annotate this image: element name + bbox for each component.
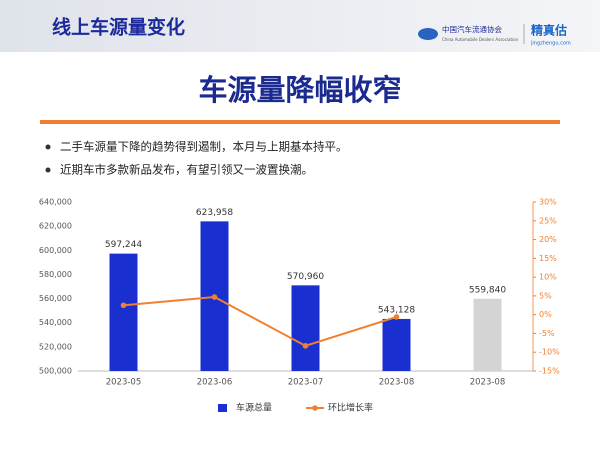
- cada-logo: 中国汽车流通协会: [442, 24, 502, 34]
- y2-tick-label: 10%: [539, 273, 557, 282]
- y-tick-label: 500,000: [39, 367, 72, 376]
- data-label: 559,840: [469, 285, 506, 295]
- legend-swatch: [218, 404, 227, 412]
- x-tick-label: 2023-08: [379, 378, 415, 388]
- y2-tick-label: 20%: [539, 235, 557, 244]
- chart: 500,000 520,000 540,000 560,000 580,000 600,0…: [39, 198, 560, 414]
- x-tick-label: 2023-08: [470, 378, 506, 388]
- bar: [382, 318, 411, 371]
- bar: [291, 285, 320, 371]
- data-label: 623,958: [196, 208, 233, 218]
- data-label: 597,244: [105, 240, 142, 250]
- bullet: 二手车源量下降的趋势得到遏制，本月与上期基本持平。: [60, 140, 348, 154]
- jzg-logo: 精真估: [531, 23, 567, 38]
- bar: [109, 253, 138, 371]
- y-tick-label: 520,000: [39, 342, 72, 351]
- headline-rule: [40, 120, 560, 124]
- bar: [473, 298, 502, 371]
- bullet-dot: [45, 144, 51, 150]
- bullet-dot: [45, 167, 51, 173]
- y-tick-label: 640,000: [39, 198, 72, 207]
- legend-label: 车源总量: [236, 402, 272, 414]
- line-point: [120, 302, 127, 309]
- cada-logo-en: China Automobile Dealers Association: [442, 37, 519, 42]
- y-tick-label: 540,000: [39, 318, 72, 327]
- y2-tick-label: 0%: [539, 310, 552, 319]
- line: [123, 295, 397, 347]
- y2-tick-label: -10%: [539, 348, 560, 357]
- headline: 车源量降幅收窄: [198, 73, 401, 107]
- legend-label: 环比增长率: [328, 402, 373, 414]
- x-tick-label: 2023-05: [106, 378, 142, 388]
- y-tick-label: 560,000: [39, 294, 72, 303]
- y2-tick-label: -15%: [539, 367, 560, 376]
- y-tick-label: 580,000: [39, 270, 72, 279]
- line-point: [211, 294, 218, 300]
- y2-tick-label: 15%: [539, 254, 557, 263]
- y2-tick-label: 25%: [539, 216, 557, 225]
- jzg-url: jingzhengu.com: [530, 41, 571, 47]
- y2-tick-label: -5%: [539, 329, 555, 338]
- line-point: [302, 343, 309, 349]
- y-tick-label: 620,000: [39, 222, 72, 231]
- bullet: 近期车市多款新品发布，有望引领又一波置换潮。: [60, 163, 313, 177]
- x-tick-label: 2023-07: [288, 378, 324, 388]
- legend-swatch: [312, 405, 318, 411]
- line-point: [393, 314, 400, 320]
- y2-tick-label: 5%: [539, 291, 552, 300]
- cada-icon: [418, 28, 438, 40]
- data-label: 570,960: [287, 272, 324, 282]
- y2-tick-label: 30%: [539, 198, 557, 207]
- data-label: 543,128: [378, 305, 415, 315]
- x-tick-label: 2023-06: [197, 378, 233, 388]
- header-title: 线上车源量变化: [52, 16, 185, 39]
- y-tick-label: 600,000: [39, 246, 72, 255]
- header-bar: [0, 0, 600, 52]
